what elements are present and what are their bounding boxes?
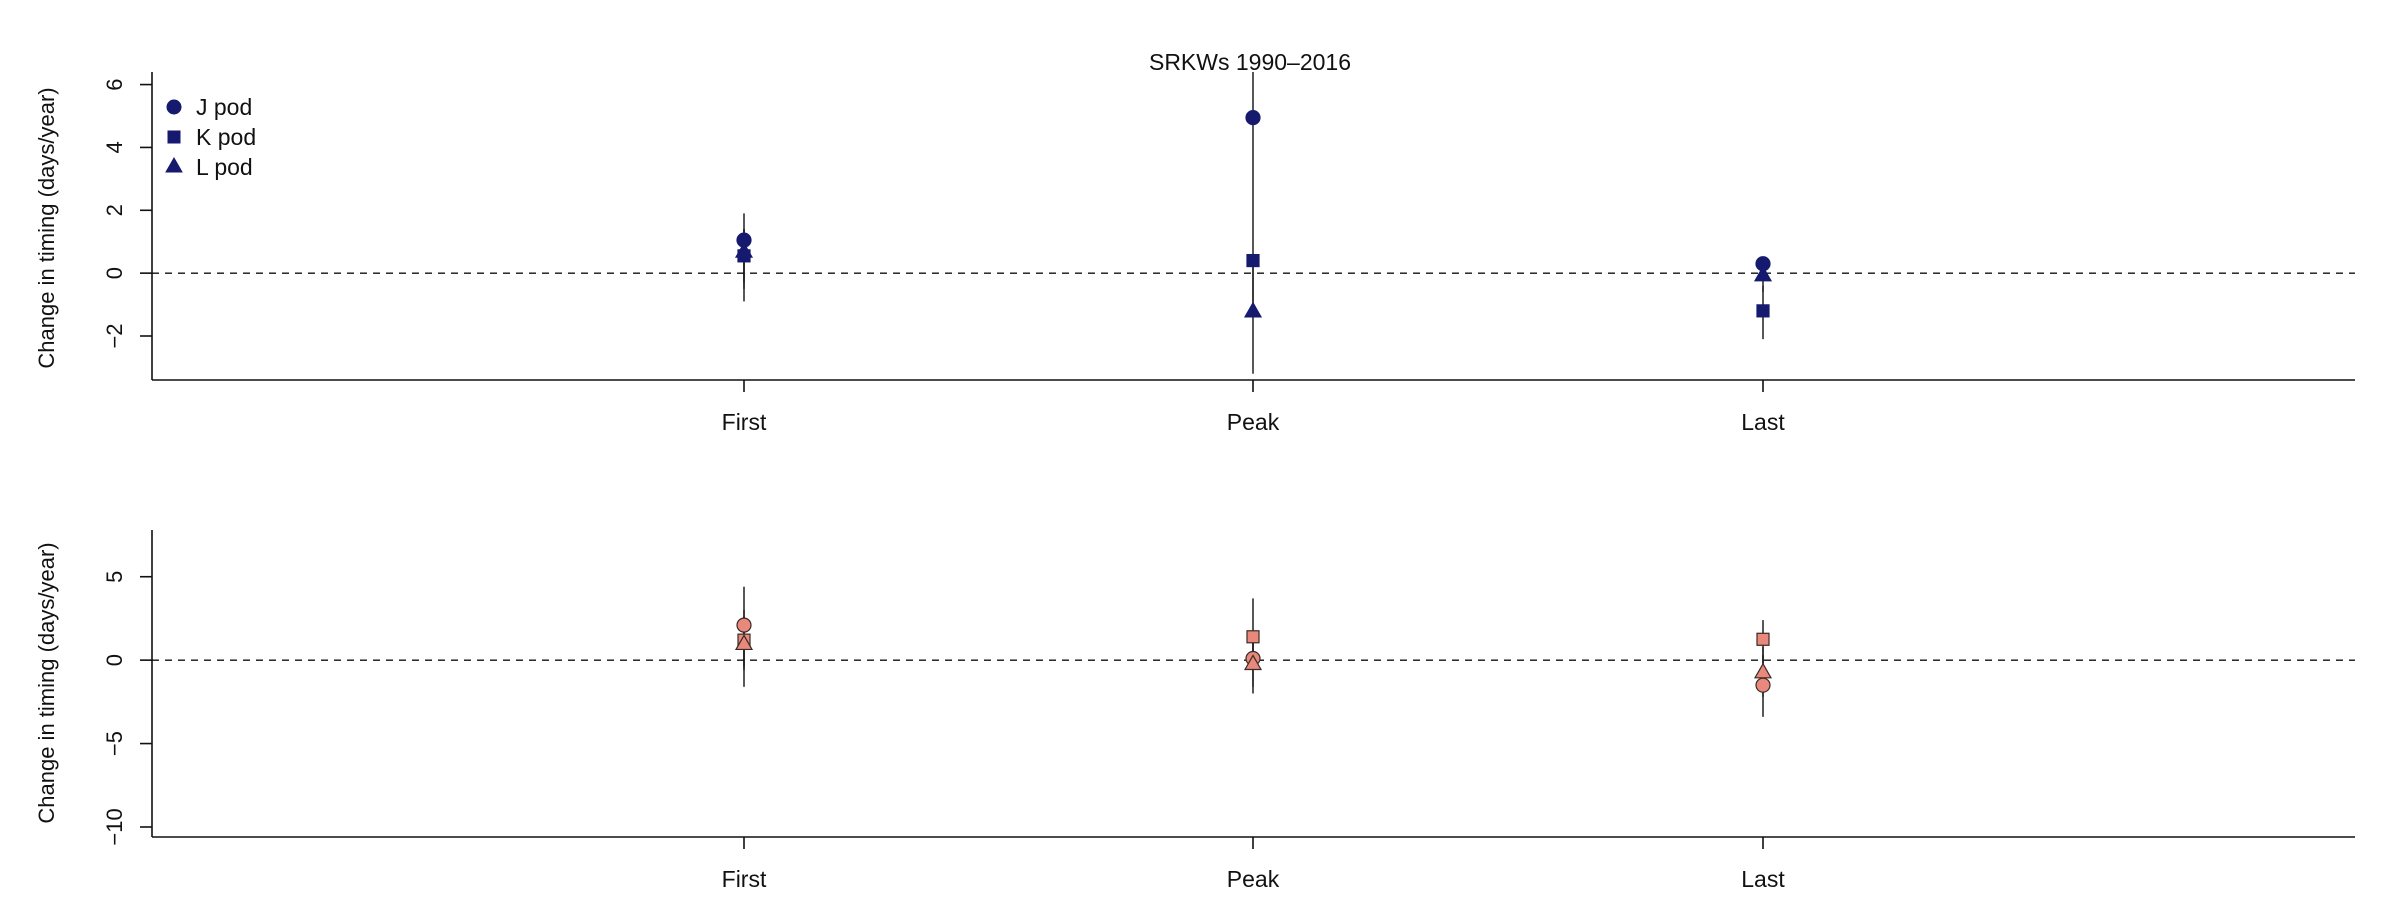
top-y-tick-label: 0 [102,267,127,279]
top-y-tick-label: −2 [102,323,127,348]
bottom-y-tick-label: −5 [102,731,127,756]
bottom-point-triangle-first [734,634,754,651]
bottom-panel: Change in timing (days/year) −10 −5 0 5 Firs… [34,530,2355,892]
bottom-point-square-last [1756,632,1770,646]
top-plot-area: −2 0 2 4 6 First Peak Last [102,72,2355,435]
top-x-tick-label-last: Last [1741,409,1785,435]
legend-marker-l-pod [165,156,183,173]
bottom-point-triangle-last [1753,662,1773,679]
top-point-square-last [1756,304,1770,318]
bottom-x-tick-label-peak: Peak [1227,866,1280,892]
legend-marker-j-pod [166,99,182,115]
bottom-x-tick-label-last: Last [1741,866,1785,892]
top-x-tick-label-peak: Peak [1227,409,1280,435]
bottom-plot-area: −10 −5 0 5 First Peak Last [102,530,2355,892]
bottom-y-axis-label: Change in timing (days/year) [34,542,59,823]
bottom-point-square-peak [1246,630,1260,644]
top-y-tick-label: 2 [102,204,127,216]
top-legend: J pod K pod L pod [165,94,256,180]
top-point-triangle-peak [1243,301,1263,318]
chart-title: SRKWs 1990–2016 [1149,49,1351,75]
bottom-y-tick-label: 5 [102,571,127,583]
bottom-point-circle-last [1755,677,1771,693]
top-y-tick-label: 4 [102,141,127,153]
top-y-tick-label: 6 [102,78,127,90]
bottom-x-tick-label-first: First [722,866,767,892]
top-x-tick-label-first: First [722,409,767,435]
legend-label-l-pod: L pod [196,154,253,180]
top-panel: SRKWs 1990–2016 Change in timing (days/y… [34,49,2355,435]
top-point-circle-peak [1245,109,1261,126]
top-point-triangle-last [1753,265,1773,282]
legend-label-k-pod: K pod [196,124,256,150]
bottom-y-tick-label: 0 [102,654,127,666]
legend-marker-k-pod [167,130,181,144]
bottom-y-tick-label: −10 [102,808,127,845]
bottom-point-circle-first [736,617,752,633]
legend-label-j-pod: J pod [196,94,252,120]
top-point-triangle-first [734,241,754,258]
top-point-square-peak [1246,253,1260,268]
bottom-point-triangle-peak [1243,654,1263,671]
top-y-axis-label: Change in timing (days/year) [34,87,59,368]
